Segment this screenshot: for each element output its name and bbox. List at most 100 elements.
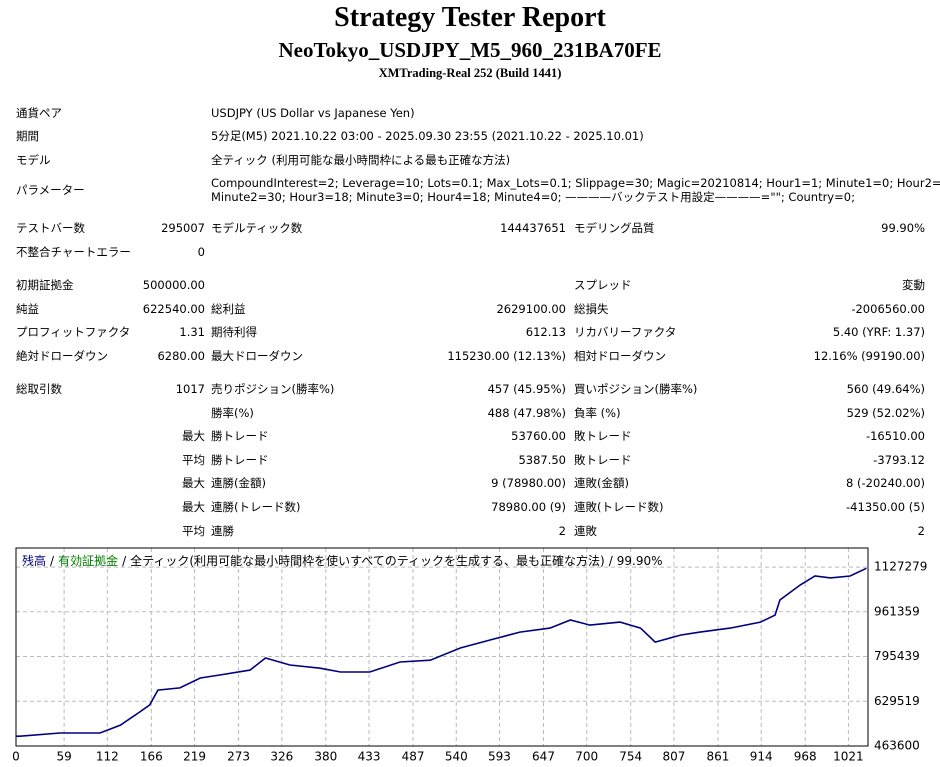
stat-label: 最大ドローダウン <box>211 348 303 363</box>
stat-value: 9 (78980.00) <box>491 476 566 491</box>
stat-label: 絶対ドローダウン <box>16 348 108 363</box>
x-tick-label: 540 <box>445 750 468 764</box>
x-tick-label: 219 <box>183 750 206 764</box>
legend-note: 全ティック(利用可能な最小時間枠を使いすべてのティックを生成する、最も正確な方法… <box>130 553 605 568</box>
stat-value: 457 (45.95%) <box>487 382 566 396</box>
stat-value: 0 <box>197 244 205 259</box>
stat-label: 連敗 <box>574 523 597 538</box>
x-tick-label: 593 <box>488 750 511 764</box>
stat-label: モデリング品質 <box>574 221 655 235</box>
stat-label: 連勝(トレード数) <box>211 500 301 514</box>
x-tick-label: 968 <box>794 750 817 764</box>
stat-value: 99.90% <box>881 221 925 235</box>
stat-value: 12.16% (99190.00) <box>813 348 925 363</box>
legend-separator: / <box>50 554 55 568</box>
stat-value: 2629100.00 <box>496 301 566 316</box>
stat-label: 負率 (%) <box>574 405 621 420</box>
x-tick-label: 754 <box>619 750 642 764</box>
stat-label: 相対ドローダウン <box>574 348 666 363</box>
server-name: XMTrading-Real 252 (Build 1441) <box>378 66 562 80</box>
x-tick-label: 861 <box>707 750 730 764</box>
stat-label: リカバリーファクタ <box>574 325 677 340</box>
x-tick-label: 326 <box>270 750 293 764</box>
stat-label: 勝率(%) <box>211 405 254 420</box>
stat-value: 2 <box>558 523 566 538</box>
stat-value: 1.31 <box>179 325 205 340</box>
stat-value: 53760.00 <box>511 429 566 444</box>
stat-value: 8 (-20240.00) <box>846 476 925 491</box>
stat-label: 純益 <box>16 301 39 316</box>
stat-value: 622540.00 <box>142 301 205 316</box>
stat-label: スプレッド <box>574 278 632 292</box>
stat-label: 総利益 <box>211 301 246 316</box>
legend: 残高 / 有効証拠金 / 全ティック(利用可能な最小時間枠を使いすべてのティックを生成す… <box>22 553 663 568</box>
legend-separator: / <box>609 554 614 568</box>
info-value: 全ティック (利用可能な最小時間枠による最も正確な方法) <box>211 153 511 167</box>
stat-value: 488 (47.98%) <box>487 405 566 420</box>
stat-value: 平均 <box>182 523 205 538</box>
balance-chart: 463600 629519 795439 961359 1127279 0 59 112 166… <box>12 547 927 764</box>
x-tick-label: 914 <box>750 750 773 764</box>
stat-value: 1017 <box>175 382 205 396</box>
stat-label: 連敗(トレード数) <box>574 500 664 514</box>
y-tick-label: 1127279 <box>874 560 927 574</box>
stat-label: 勝トレード <box>211 429 269 444</box>
balance-line <box>16 567 867 737</box>
stat-value: 529 (52.02%) <box>846 405 925 420</box>
stat-value: 115230.00 (12.13%) <box>447 348 566 363</box>
x-tick-label: 433 <box>358 750 381 764</box>
report-title: Strategy Tester Report <box>334 2 606 33</box>
x-tick-label: 112 <box>96 750 119 764</box>
info-label: パラメーター <box>16 183 85 197</box>
info-label: 通貨ペア <box>16 106 62 120</box>
info-label: モデル <box>16 153 51 167</box>
stat-label: 買いポジション(勝率%) <box>574 382 698 396</box>
y-tick-label: 795439 <box>874 649 920 663</box>
y-tick-label: 629519 <box>874 694 920 708</box>
stat-value: 500000.00 <box>142 278 205 292</box>
y-tick-label: 961359 <box>874 604 920 618</box>
stat-value: 295007 <box>161 221 205 235</box>
stat-value: -41350.00 (5) <box>846 500 925 514</box>
stat-label: 総損失 <box>574 301 609 316</box>
stat-label: 初期証拠金 <box>16 278 74 292</box>
stat-value: 144437651 <box>500 221 566 235</box>
stat-label: モデルティック数 <box>211 221 303 235</box>
stat-label: 勝トレード <box>211 452 269 467</box>
stat-value: 5387.50 <box>518 452 566 467</box>
stat-value: 平均 <box>182 452 205 467</box>
x-tick-label: 273 <box>227 750 250 764</box>
x-tick-label: 807 <box>663 750 686 764</box>
stat-label: 敗トレード <box>574 429 632 444</box>
stat-value: 5.40 (YRF: 1.37) <box>832 325 925 340</box>
legend-balance: 残高 <box>22 553 46 568</box>
x-tick-label: 487 <box>402 750 425 764</box>
stat-value: 6280.00 <box>157 348 205 363</box>
stat-label: プロフィットファクタ <box>16 325 131 340</box>
stat-label: 売りポジション(勝率%) <box>211 382 335 396</box>
y-tick-label: 463600 <box>874 739 920 753</box>
stat-value: -16510.00 <box>865 429 925 444</box>
info-value: USDJPY (US Dollar vs Japanese Yen) <box>211 106 415 120</box>
x-tick-label: 59 <box>56 750 71 764</box>
stat-value: -3793.12 <box>873 452 925 467</box>
stat-value: 2 <box>917 523 925 538</box>
legend-quality: 99.90% <box>617 554 663 568</box>
x-tick-label: 1021 <box>833 750 864 764</box>
stat-value: -2006560.00 <box>851 301 925 316</box>
x-tick-label: 0 <box>12 750 20 764</box>
legend-separator: / <box>122 554 127 568</box>
x-tick-label: 380 <box>314 750 337 764</box>
stat-label: 不整合チャートエラー <box>16 244 131 259</box>
stat-label: 総取引数 <box>16 382 62 396</box>
x-tick-label: 166 <box>140 750 163 764</box>
stat-value: 最大 <box>182 476 205 491</box>
x-tick-label: 647 <box>532 750 555 764</box>
info-value: 5分足(M5) 2021.10.22 03:00 - 2025.09.30 23… <box>211 129 644 143</box>
stat-label: 連勝 <box>211 523 234 538</box>
x-tick-label: 700 <box>575 750 598 764</box>
stat-label: 敗トレード <box>574 452 632 467</box>
info-label: 期間 <box>16 129 39 143</box>
stat-value: 最大 <box>182 500 205 514</box>
